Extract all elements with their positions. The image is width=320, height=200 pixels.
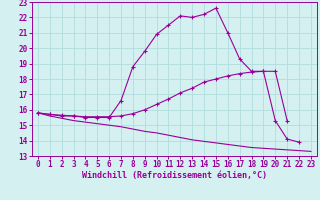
X-axis label: Windchill (Refroidissement éolien,°C): Windchill (Refroidissement éolien,°C): [82, 171, 267, 180]
